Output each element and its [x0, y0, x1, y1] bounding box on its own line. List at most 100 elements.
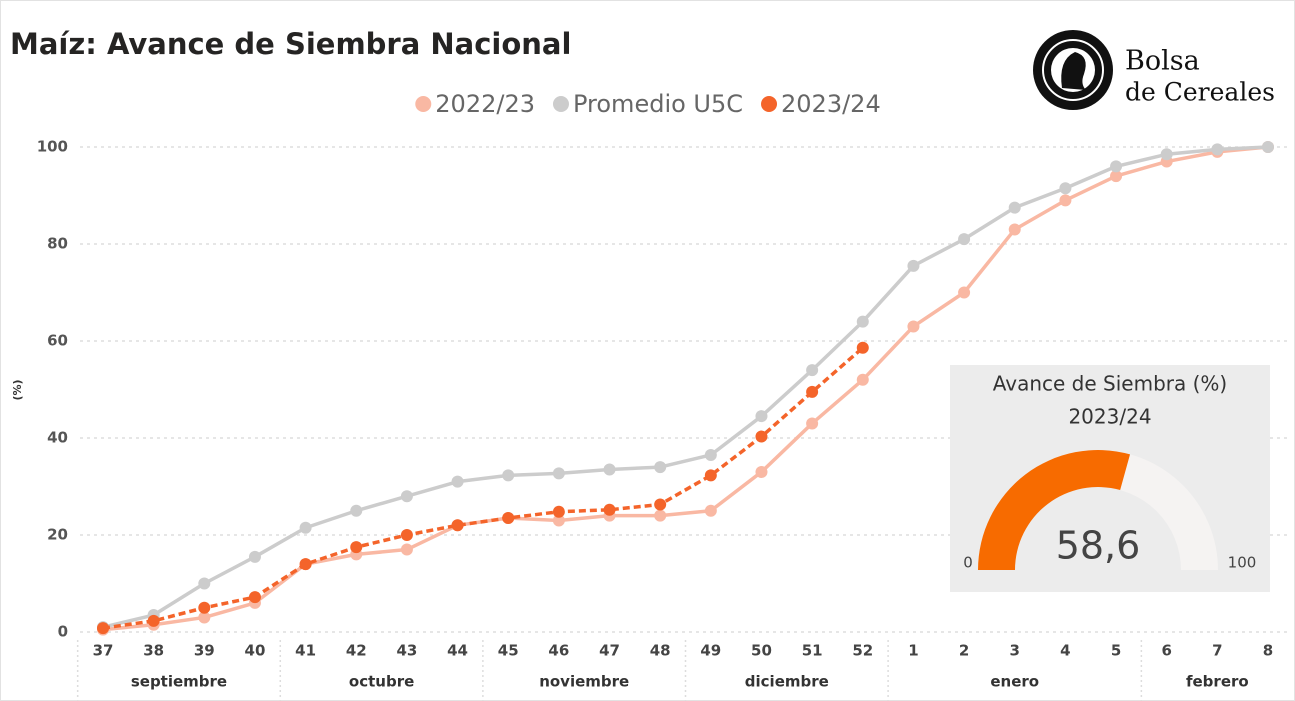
point	[299, 521, 312, 534]
x-tick-label: 1	[908, 642, 918, 660]
point	[400, 529, 413, 541]
x-tick-label: 7	[1212, 642, 1222, 660]
x-tick-label: 5	[1111, 642, 1121, 660]
point	[958, 233, 971, 246]
point	[907, 320, 920, 333]
y-tick-label: 20	[47, 526, 68, 544]
series	[97, 341, 869, 635]
point	[1160, 148, 1173, 161]
point	[958, 286, 971, 299]
x-tick-label: 8	[1263, 642, 1273, 660]
legend-label: 2022/23	[435, 90, 535, 118]
gauge-value-label: 58,6	[1056, 524, 1141, 568]
point	[1008, 201, 1021, 214]
point	[603, 503, 616, 516]
x-tick-label: 39	[194, 642, 215, 660]
point	[400, 490, 413, 503]
x-tick-label: 43	[396, 642, 417, 660]
point	[856, 373, 869, 386]
point	[502, 469, 515, 482]
point	[755, 430, 768, 443]
point	[248, 550, 261, 563]
month-label: enero	[990, 673, 1039, 691]
point	[1059, 194, 1072, 207]
point	[198, 611, 211, 624]
point	[603, 463, 616, 476]
x-tick-label: 49	[700, 642, 721, 660]
series-line	[102, 346, 864, 630]
point	[97, 622, 109, 635]
month-label: noviembre	[539, 673, 629, 691]
point	[704, 504, 717, 517]
month-label: octubre	[349, 673, 414, 691]
point	[654, 509, 667, 522]
y-tick-label: 40	[47, 429, 68, 447]
point	[856, 315, 869, 328]
gauge-max: 100	[1228, 554, 1257, 572]
logo: Bolsa de Cereales	[1033, 30, 1275, 110]
point	[350, 504, 363, 517]
point	[907, 259, 920, 272]
logo-figure	[1061, 52, 1086, 90]
point	[755, 465, 768, 478]
y-tick-label: 100	[37, 138, 68, 156]
point	[806, 417, 819, 430]
legend-marker	[415, 96, 432, 112]
y-tick-label: 80	[47, 235, 68, 253]
logo-text: de Cereales	[1125, 78, 1275, 107]
series-line	[102, 145, 1269, 632]
x-tick-label: 51	[802, 642, 823, 660]
x-tick-label: 45	[498, 642, 519, 660]
y-tick-label: 60	[47, 332, 68, 350]
logo-ring	[1042, 39, 1104, 101]
x-tick-label: 47	[599, 642, 620, 660]
month-label: febrero	[1186, 673, 1249, 691]
point	[654, 461, 667, 474]
point	[552, 467, 565, 480]
month-label: septiembre	[131, 673, 227, 691]
point	[806, 385, 819, 398]
point	[1110, 160, 1123, 173]
legend: 2022/23 Promedio U5C 2023/24	[415, 90, 881, 118]
point	[451, 475, 464, 488]
x-tick-label: 6	[1161, 642, 1171, 660]
x-tick-label: 44	[447, 642, 468, 660]
point	[1059, 182, 1072, 195]
gauge: Avance de Siembra (%) 2023/24 58,6 0 100	[950, 365, 1270, 592]
point	[755, 410, 768, 423]
point	[704, 448, 717, 461]
x-tick-label: 37	[93, 642, 114, 660]
point	[704, 469, 717, 482]
month-label: diciembre	[745, 673, 829, 691]
x-tick-label: 41	[295, 642, 316, 660]
gauge-min: 0	[963, 554, 973, 572]
point	[248, 591, 261, 604]
gauge-title: Avance de Siembra (%)	[993, 372, 1227, 396]
point	[552, 514, 565, 527]
series-line	[102, 145, 1269, 629]
point	[552, 505, 565, 518]
point	[1262, 141, 1274, 153]
point	[299, 558, 312, 571]
legend-label: Promedio U5C	[573, 90, 743, 118]
point	[147, 614, 160, 627]
point	[806, 364, 819, 377]
point	[1008, 223, 1021, 236]
legend-marker	[761, 96, 778, 112]
x-tick-label: 46	[548, 642, 569, 660]
point	[350, 541, 363, 554]
series	[97, 141, 1274, 634]
point	[400, 543, 413, 556]
x-tick-label: 38	[143, 642, 164, 660]
chart-title: Maíz: Avance de Siembra Nacional	[10, 27, 571, 61]
point	[654, 498, 667, 511]
point	[1211, 143, 1224, 156]
x-tick-label: 42	[346, 642, 367, 660]
x-tick-label: 52	[852, 642, 873, 660]
legend-marker	[552, 96, 569, 112]
x-tick-label: 40	[245, 642, 266, 660]
point	[502, 512, 515, 525]
gauge-value	[978, 449, 1131, 570]
y-axis-label: (%)	[11, 379, 24, 400]
